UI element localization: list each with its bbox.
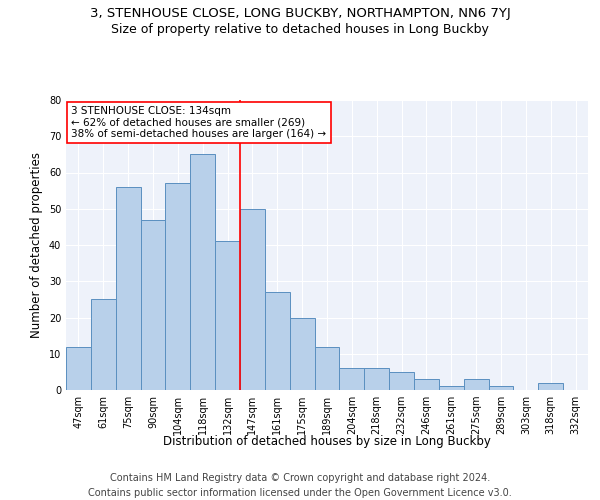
Bar [364,368,389,390]
Text: Size of property relative to detached houses in Long Buckby: Size of property relative to detached ho… [111,22,489,36]
Text: Contains HM Land Registry data © Crown copyright and database right 2024.
Contai: Contains HM Land Registry data © Crown c… [88,472,512,498]
Text: 3 STENHOUSE CLOSE: 134sqm
← 62% of detached houses are smaller (269)
38% of semi: 3 STENHOUSE CLOSE: 134sqm ← 62% of detac… [71,106,326,139]
Bar [290,318,314,390]
Bar [538,383,563,390]
Text: Distribution of detached houses by size in Long Buckby: Distribution of detached houses by size … [163,435,491,448]
Bar [439,386,464,390]
Bar [190,154,215,390]
Bar [389,372,414,390]
Bar [166,184,190,390]
Y-axis label: Number of detached properties: Number of detached properties [30,152,43,338]
Bar [340,368,364,390]
Bar [488,386,514,390]
Bar [314,346,340,390]
Bar [140,220,166,390]
Text: 3, STENHOUSE CLOSE, LONG BUCKBY, NORTHAMPTON, NN6 7YJ: 3, STENHOUSE CLOSE, LONG BUCKBY, NORTHAM… [89,8,511,20]
Bar [91,300,116,390]
Bar [464,379,488,390]
Bar [116,187,140,390]
Bar [240,209,265,390]
Bar [414,379,439,390]
Bar [66,346,91,390]
Bar [215,242,240,390]
Bar [265,292,290,390]
